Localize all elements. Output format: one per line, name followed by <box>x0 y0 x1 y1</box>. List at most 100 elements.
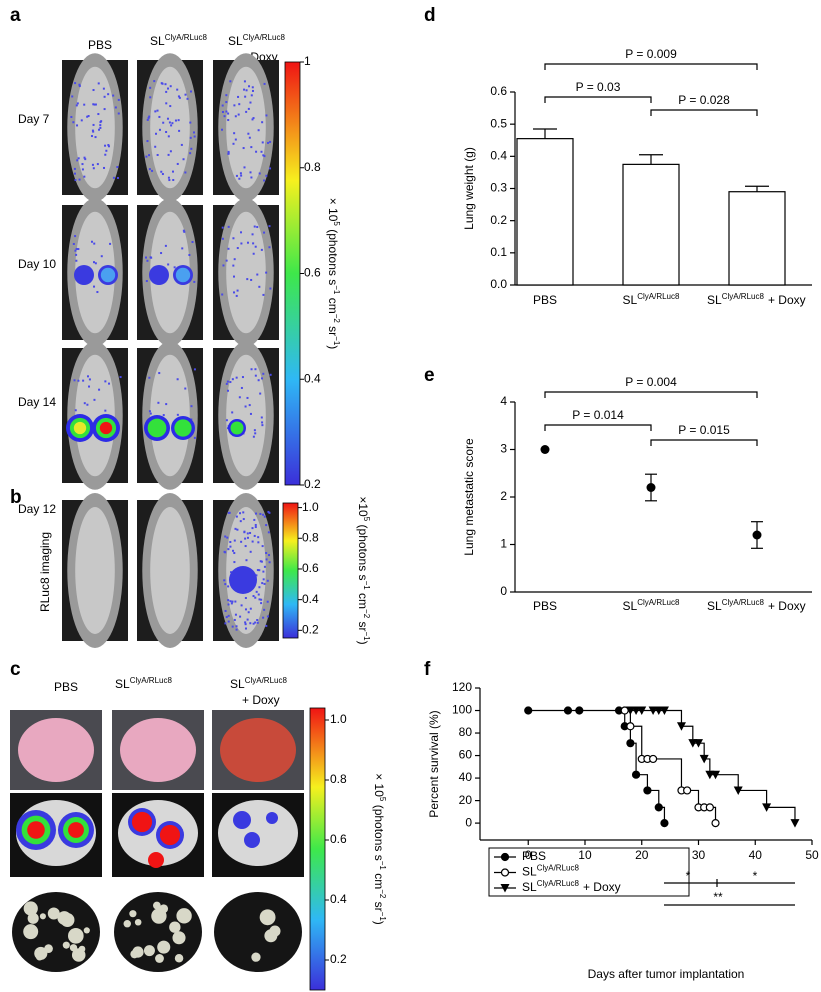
signal-dot <box>252 117 255 120</box>
signal-dot <box>257 593 260 596</box>
signal-dot <box>148 154 151 157</box>
signal-dot <box>223 550 226 553</box>
signal-dot <box>222 264 225 267</box>
signal-dot <box>169 85 172 88</box>
signal-dot <box>221 104 224 107</box>
signal-blob <box>131 811 153 833</box>
signal-dot <box>249 171 252 174</box>
signal-dot <box>254 621 257 624</box>
signal-dot <box>260 602 263 605</box>
signal-dot <box>249 607 252 610</box>
colorbar-tick-label: 0.8 <box>302 530 319 544</box>
y-tick-label: 40 <box>459 770 473 784</box>
label-sup: ClyA/RLuc8 <box>245 676 288 685</box>
signal-dot <box>165 102 168 105</box>
signal-dot <box>265 524 268 527</box>
signal-dot <box>93 398 96 401</box>
marker <box>711 819 720 828</box>
signal-dot <box>253 429 256 432</box>
colorbar-label: × 105 (photons s−1 cm−2 sr−1) <box>326 198 342 350</box>
label-sup: 5 <box>378 797 387 802</box>
signal-dot <box>237 95 240 98</box>
signal-dot <box>235 294 238 297</box>
image-nodule <box>23 924 39 940</box>
label-sup: −1 <box>332 285 341 295</box>
image-nodule <box>23 901 38 916</box>
significance-bracket <box>544 96 652 103</box>
colorbar-tick-label: 0.8 <box>330 772 347 786</box>
signal-blob <box>103 425 109 431</box>
signal-dot <box>242 147 245 150</box>
legend-marker <box>500 868 510 877</box>
y-axis-label: Lung metastatic score <box>462 438 476 556</box>
signal-dot <box>189 121 192 124</box>
significance-label: P = 0.015 <box>678 423 730 437</box>
signal-dot <box>93 261 96 264</box>
signal-dot <box>168 179 171 182</box>
signal-dot <box>227 603 230 606</box>
signal-dot <box>73 379 76 382</box>
label-part: SL <box>522 880 537 894</box>
colorbar-tick-label: 0.4 <box>304 371 321 385</box>
marker <box>637 706 647 716</box>
signal-dot <box>265 558 268 561</box>
signal-dot <box>224 609 227 612</box>
legend-box <box>488 847 690 897</box>
image-mouse <box>75 507 115 634</box>
signal-dot <box>233 258 236 261</box>
marker <box>626 739 635 748</box>
label-sup: ClyA/RLuc8 <box>637 598 680 607</box>
signal-blob <box>149 265 169 285</box>
signal-dot <box>146 259 149 262</box>
signal-dot <box>260 598 263 601</box>
label-part: SL <box>115 677 130 691</box>
signal-dot <box>233 104 236 107</box>
image-nodule <box>129 910 137 918</box>
signal-blob <box>100 267 116 283</box>
panel-label: c <box>10 659 21 680</box>
signal-dot <box>91 129 94 132</box>
signal-dot <box>262 616 265 619</box>
significance-label: * <box>753 869 758 883</box>
label-part: × 10 <box>326 198 340 222</box>
signal-dot <box>253 225 256 228</box>
label-part: cm <box>326 294 340 313</box>
signal-dot <box>263 515 266 518</box>
signal-dot <box>112 176 115 179</box>
signal-dot <box>265 174 268 177</box>
signal-dot <box>188 253 191 256</box>
label-part: SL <box>623 293 638 307</box>
signal-dot <box>244 621 247 624</box>
signal-dot <box>227 548 230 551</box>
colorbar-tick-label: 1.0 <box>302 500 319 514</box>
signal-dot <box>114 106 117 109</box>
signal-dot <box>236 247 239 250</box>
x-tick-label: PBS <box>533 599 557 613</box>
label-part: cm <box>372 870 386 889</box>
signal-dot <box>266 600 269 603</box>
signal-dot <box>226 380 229 383</box>
label-part: sr <box>356 618 370 631</box>
signal-dot <box>233 291 236 294</box>
signal-dot <box>258 285 261 288</box>
signal-dot <box>267 531 270 534</box>
signal-dot <box>86 375 89 378</box>
signal-dot <box>246 241 249 244</box>
signal-dot <box>233 618 236 621</box>
signal-dot <box>227 620 230 623</box>
signal-dot <box>254 374 257 377</box>
label-sup: −2 <box>378 889 387 899</box>
signal-dot <box>225 94 228 97</box>
signal-dot <box>261 582 264 585</box>
signal-dot <box>80 119 83 122</box>
label-sup: 5 <box>362 517 371 522</box>
signal-dot <box>258 569 261 572</box>
signal-dot <box>154 145 157 148</box>
signal-dot <box>104 409 107 412</box>
signal-dot <box>248 136 251 139</box>
signal-dot <box>229 381 232 384</box>
label-part: ×10 <box>356 496 370 517</box>
label-part: PBS <box>533 599 557 613</box>
image-nodule <box>155 954 164 963</box>
